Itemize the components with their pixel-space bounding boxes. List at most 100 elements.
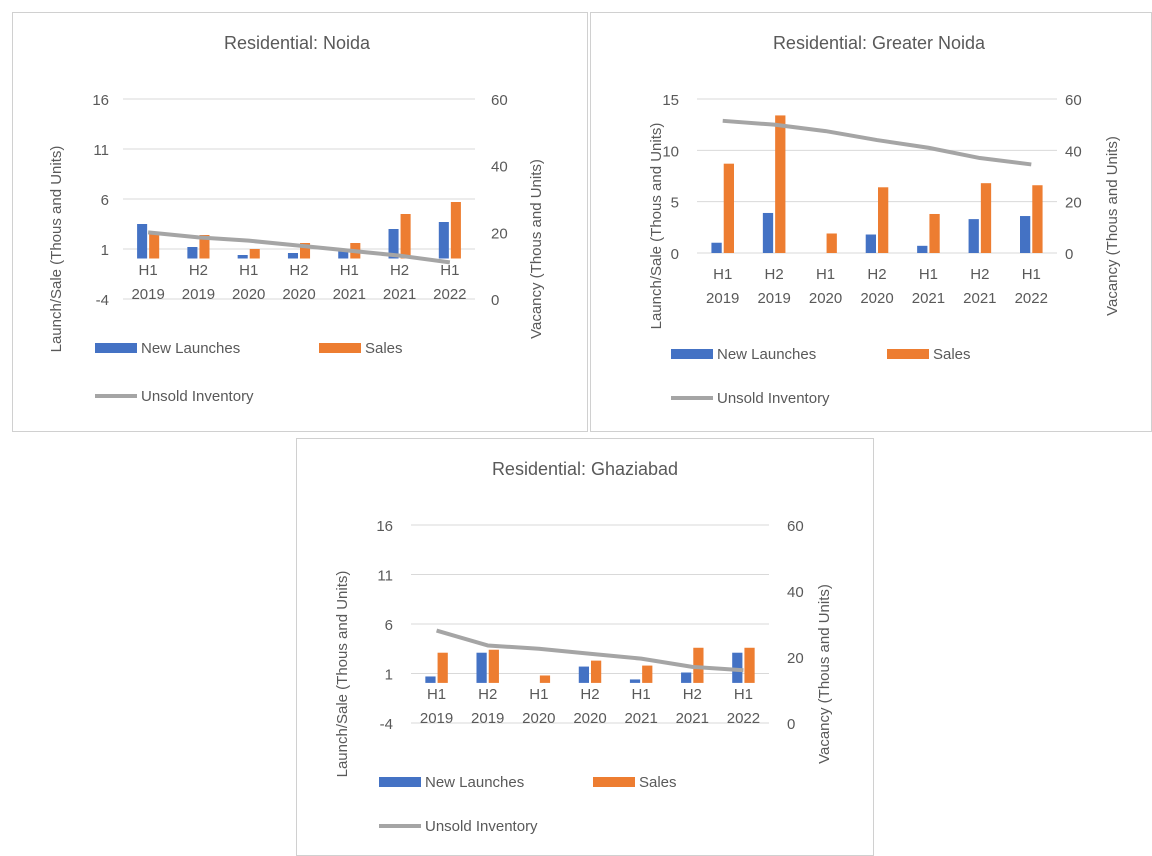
y2-tick-label: 60 [1065,92,1082,109]
x-tick-label-half: H1 [816,266,835,283]
x-tick-label-year: 2022 [1015,290,1048,307]
y2-tick-label: 60 [787,518,804,535]
y-tick-label: 0 [671,246,679,263]
bar-new-launches [681,672,692,683]
y-tick-label: -4 [380,716,393,733]
x-tick-label-year: 2021 [333,286,366,303]
y-tick-label: 16 [376,518,393,535]
bar-new-launches [187,247,198,259]
x-tick-label-year: 2022 [727,710,760,727]
x-tick-label-half: H2 [478,686,497,703]
legend-swatch-new-launches [379,777,421,787]
y-tick-label: 1 [385,667,393,684]
x-tick-label-year: 2020 [573,710,606,727]
x-tick-label-half: H2 [970,266,989,283]
x-tick-label-half: H1 [440,262,459,279]
bar-sales [539,675,551,683]
x-tick-label-year: 2021 [383,286,416,303]
line-unsold-inventory [436,628,744,673]
bar-sales [199,235,210,259]
bar-sales [1032,185,1043,253]
y-tick-label: 11 [377,568,393,585]
x-tick-label-year: 2020 [282,286,315,303]
legend-swatch-sales [593,777,635,787]
chart-title: Residential: Noida [224,33,371,53]
x-tick-label-year: 2021 [624,710,657,727]
legend-swatch-sales [319,343,361,353]
x-tick-label-year: 2021 [963,290,996,307]
legend-label-new-launches: New Launches [141,340,240,357]
chart-title: Residential: Ghaziabad [492,459,678,479]
bar-sales [437,652,448,683]
bar-new-launches [137,224,148,259]
x-tick-label-year: 2019 [471,710,504,727]
bar-new-launches [711,242,722,253]
bar-new-launches [425,676,436,683]
y-tick-label: 5 [671,195,679,212]
y-tick-label: 1 [101,242,109,259]
bar-sales [300,243,311,259]
x-tick-label-half: H1 [632,686,651,703]
x-tick-label-year: 2019 [131,286,164,303]
bar-new-launches [968,219,979,253]
legend-label-new-launches: New Launches [425,774,524,791]
x-tick-label-year: 2020 [809,290,842,307]
x-tick-label-half: H2 [867,266,886,283]
legend-swatch-new-launches [671,349,713,359]
y2-tick-label: 20 [787,650,804,667]
y2-tick-label: 0 [491,292,499,309]
bar-sales [591,660,602,683]
legend-label-sales: Sales [639,774,677,791]
y-tick-label: 16 [92,92,109,109]
line-unsold-inventory [147,230,451,265]
bar-new-launches [438,222,449,259]
x-tick-label-half: H1 [713,266,732,283]
x-tick-label-half: H2 [289,262,308,279]
chart-panel-noida: Residential: Noida -4 1 6 11 16 0 20 40 60 Launch/… [12,12,588,432]
y2-tick-label: 20 [1065,195,1082,212]
bar-new-launches [865,234,876,253]
y2-tick-label: 0 [787,716,795,733]
legend-label-new-launches: New Launches [717,346,816,363]
x-tick-label-year: 2021 [912,290,945,307]
legend-label-unsold-inventory: Unsold Inventory [717,390,830,407]
x-tick-label-half: H2 [580,686,599,703]
x-tick-label-half: H2 [765,266,784,283]
x-tick-label-half: H1 [919,266,938,283]
y2-tick-label: 20 [491,225,508,242]
x-tick-label-half: H1 [139,262,158,279]
bar-sales [642,665,653,683]
y2-axis-title: Vacancy (Thous and Units) [1104,136,1121,316]
x-tick-label-half: H1 [427,686,446,703]
y2-tick-label: 40 [491,159,508,176]
bar-sales [400,214,411,259]
x-tick-label-half: H1 [1022,266,1041,283]
x-tick-label-half: H2 [189,262,208,279]
y2-tick-label: 40 [1065,143,1082,160]
y-axis-title: Launch/Sale (Thous and Units) [48,146,65,353]
bar-sales [929,213,940,253]
y2-tick-label: 60 [491,92,508,109]
legend-label-unsold-inventory: Unsold Inventory [425,818,538,835]
x-tick-label-year: 2020 [522,710,555,727]
chart-greater-noida: Residential: Greater Noida 0 5 10 15 0 20 40 60 L… [648,33,1121,407]
x-tick-label-half: H1 [529,686,548,703]
y2-axis-title: Vacancy (Thous and Units) [528,159,545,339]
x-tick-label-half: H1 [239,262,258,279]
legend-swatch-new-launches [95,343,137,353]
x-tick-label-half: H2 [683,686,702,703]
x-tick-label-year: 2019 [182,286,215,303]
x-tick-label-year: 2021 [676,710,709,727]
bar-new-launches [338,251,349,259]
x-tick-label-half: H1 [734,686,753,703]
bar-new-launches [388,229,399,259]
bar-sales [149,234,160,259]
bar-sales [826,233,837,253]
bar-new-launches [237,255,248,259]
x-tick-label-year: 2019 [706,290,739,307]
y-axis-title: Launch/Sale (Thous and Units) [648,123,665,330]
x-tick-label-year: 2022 [433,286,466,303]
y-tick-label: 10 [662,143,679,160]
line-unsold-inventory [722,118,1032,167]
x-tick-label-year: 2020 [860,290,893,307]
